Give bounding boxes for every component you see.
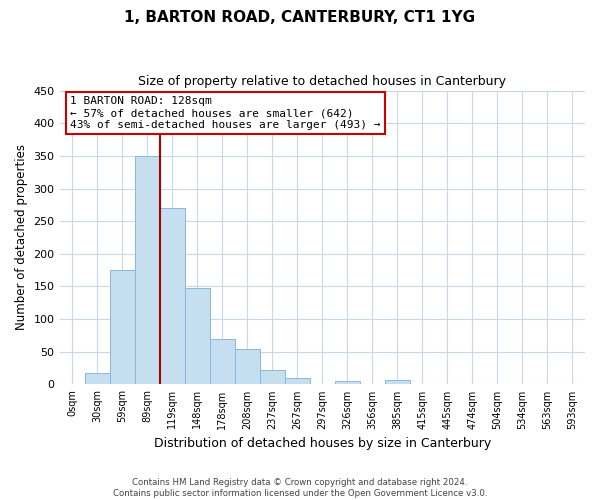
Y-axis label: Number of detached properties: Number of detached properties: [15, 144, 28, 330]
Text: 1, BARTON ROAD, CANTERBURY, CT1 1YG: 1, BARTON ROAD, CANTERBURY, CT1 1YG: [124, 10, 476, 25]
Bar: [160, 208, 185, 384]
Bar: [110, 270, 134, 384]
Bar: [185, 288, 209, 384]
Bar: [260, 370, 285, 384]
Text: 1 BARTON ROAD: 128sqm
← 57% of detached houses are smaller (642)
43% of semi-det: 1 BARTON ROAD: 128sqm ← 57% of detached …: [70, 96, 380, 130]
Bar: [134, 156, 160, 384]
Bar: [209, 338, 235, 384]
Title: Size of property relative to detached houses in Canterbury: Size of property relative to detached ho…: [138, 75, 506, 88]
X-axis label: Distribution of detached houses by size in Canterbury: Distribution of detached houses by size …: [154, 437, 491, 450]
Bar: [385, 380, 410, 384]
Bar: [335, 380, 360, 384]
Bar: [285, 378, 310, 384]
Bar: [85, 372, 110, 384]
Bar: [235, 348, 260, 384]
Text: Contains HM Land Registry data © Crown copyright and database right 2024.
Contai: Contains HM Land Registry data © Crown c…: [113, 478, 487, 498]
